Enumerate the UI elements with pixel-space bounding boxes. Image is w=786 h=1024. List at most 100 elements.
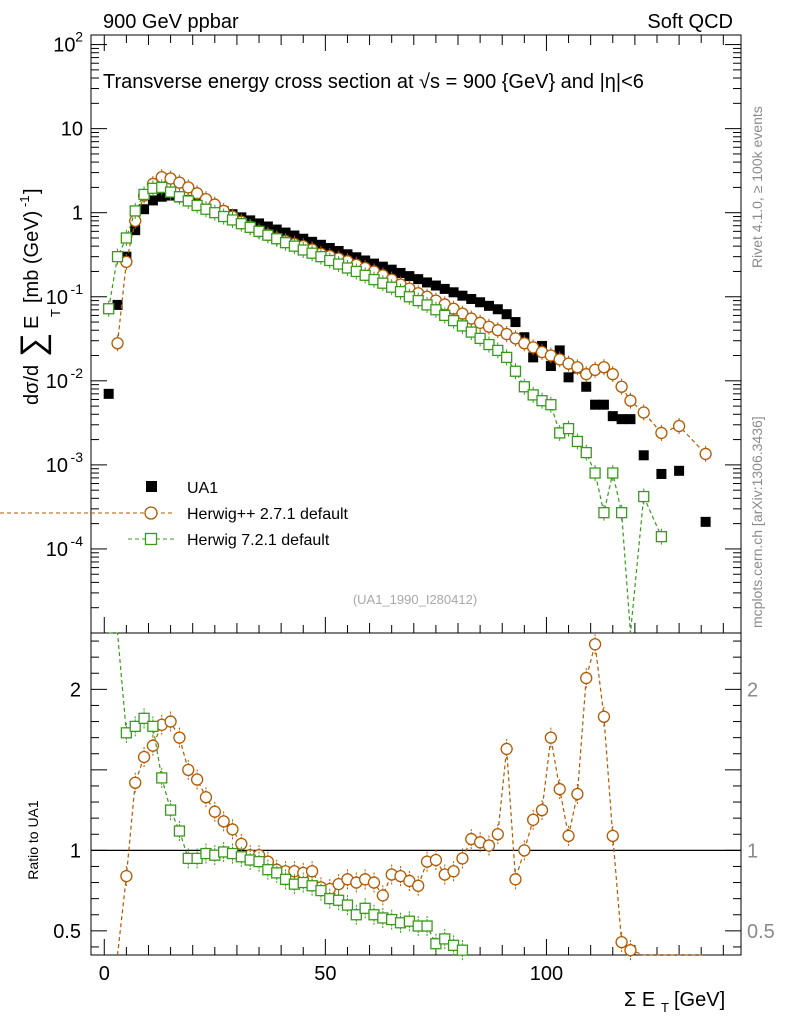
ua1-point xyxy=(413,274,424,285)
ua1-point xyxy=(377,261,388,272)
y-tick-exponent: 2 xyxy=(75,29,83,45)
herwig7-point xyxy=(138,188,150,201)
svg-text:T: T xyxy=(661,1000,669,1015)
ratio-herwig7-point xyxy=(271,867,283,879)
ua1-point xyxy=(581,381,592,392)
ratio-herwigpp-point xyxy=(137,750,151,764)
ua1-point xyxy=(656,468,667,479)
ratio-herwigpp-point xyxy=(624,944,637,957)
herwig7-point xyxy=(545,399,557,411)
y-tick-label: 10 2 xyxy=(53,29,83,57)
ua1-point xyxy=(430,280,441,291)
herwigpp-point xyxy=(624,394,637,407)
ratio-herwig7-point xyxy=(129,720,141,733)
ratio-tick-label: 0.5 xyxy=(53,921,81,943)
ua1-point xyxy=(700,516,711,527)
herwig7-point xyxy=(465,326,477,338)
y-tick-exponent: -2 xyxy=(71,365,84,381)
svg-text:E: E xyxy=(21,316,43,329)
herwigpp-point xyxy=(672,419,686,433)
ratio-herwigpp-point xyxy=(173,731,186,744)
svg-text:]: ] xyxy=(21,188,43,194)
ua1-point xyxy=(262,221,273,232)
ua1-point xyxy=(528,352,539,363)
ratio-herwigpp-point xyxy=(120,869,133,883)
herwig7-point xyxy=(456,320,469,332)
ua1-point xyxy=(625,414,636,425)
ratio-herwigpp-point xyxy=(509,873,522,886)
ratio-herwigpp-point xyxy=(491,828,504,841)
ratio-herwigpp-point xyxy=(597,710,611,723)
legend-label-ua1: UA1 xyxy=(187,480,218,497)
side-mcplots: mcplots.cern.ch [arXiv:1306.3436] xyxy=(749,416,765,628)
herwigpp-point xyxy=(606,368,619,381)
ratio-herwig7-point xyxy=(253,855,265,868)
ua1-point xyxy=(598,399,609,410)
side-rivet: Rivet 4.1.0, ≥ 100k events xyxy=(749,106,765,268)
y-tick-exponent: -4 xyxy=(71,533,84,549)
ua1-point xyxy=(280,227,291,238)
ratio-herwigpp-point xyxy=(190,773,204,786)
analysis-id: (UA1_1990_I280412) xyxy=(353,592,477,607)
y-tick-exponent: -1 xyxy=(71,281,84,297)
ratio-herwigpp-point xyxy=(615,935,628,949)
herwig7-point xyxy=(615,507,628,519)
header-right: Soft QCD xyxy=(647,11,733,33)
ua1-point xyxy=(510,317,521,328)
ratio-herwigpp-point xyxy=(226,823,239,836)
ratio-data-layer xyxy=(108,632,706,961)
x-axis: 0 50 100 xyxy=(99,35,724,985)
ua1-point xyxy=(386,264,397,275)
ratio-herwigpp-point xyxy=(412,879,425,892)
svg-text:dσ/d: dσ/d xyxy=(21,365,43,405)
herwig7-point xyxy=(655,531,668,543)
herwig7-point xyxy=(580,446,592,459)
ua1-point xyxy=(501,309,512,320)
y-tick-label: 10 xyxy=(61,119,83,141)
x-label: Σ E T [GeV] xyxy=(624,989,725,1015)
ua1-point xyxy=(395,267,406,278)
legend-marker-herwig7 xyxy=(144,532,158,546)
ratio-herwigpp-point xyxy=(544,731,558,744)
legend: UA1 Herwig++ 2.7.1 default Herwig 7.2.1 … xyxy=(0,480,349,549)
legend-marker-ua1 xyxy=(146,481,157,492)
herwigpp-point xyxy=(111,337,124,350)
herwig7-point xyxy=(129,205,141,217)
ua1-point xyxy=(404,271,415,282)
x-tick-label: 50 xyxy=(314,963,336,985)
ratio-herwig7-point xyxy=(173,825,186,837)
herwigpp-point xyxy=(637,406,650,419)
herwig7-point xyxy=(492,344,504,357)
ratio-herwigpp-point xyxy=(164,715,177,728)
ratio-herwigpp-point xyxy=(580,671,593,685)
ua1-point xyxy=(315,239,326,250)
ua1-point xyxy=(422,277,433,288)
ratio-herwig7-point xyxy=(341,899,354,911)
herwigpp-point xyxy=(182,181,195,194)
y-tick-label: 10 -2 xyxy=(46,365,83,393)
ua1-point xyxy=(483,300,494,311)
herwig7-point xyxy=(598,507,610,519)
ratio-herwigpp-point xyxy=(562,829,575,843)
ua1-point xyxy=(271,224,282,235)
y-tick-text: 10 xyxy=(61,119,83,141)
ratio-herwigpp-point xyxy=(447,865,460,878)
ratio-herwigpp-point xyxy=(606,829,619,843)
ua1-point xyxy=(130,225,141,236)
herwig7-point xyxy=(527,389,539,401)
ua1-point xyxy=(439,283,450,294)
svg-text:-1: -1 xyxy=(17,195,32,207)
legend-label-herwig7: Herwig 7.2.1 default xyxy=(187,532,330,549)
herwig7-point xyxy=(562,422,575,435)
svg-text:[GeV]: [GeV] xyxy=(674,989,725,1011)
ratio-herwigpp-point xyxy=(367,876,381,889)
herwig7-point xyxy=(589,467,601,479)
ua1-point xyxy=(156,191,167,202)
y-tick-text: 10 xyxy=(46,287,68,309)
herwig7-point xyxy=(638,490,650,503)
ratio-herwig7-point xyxy=(421,920,433,932)
y-tick-text: 10 xyxy=(46,539,68,561)
ratio-herwigpp-point xyxy=(208,805,221,818)
x-tick-label: 0 xyxy=(99,963,110,985)
ratio-herwigpp-point xyxy=(527,813,540,826)
